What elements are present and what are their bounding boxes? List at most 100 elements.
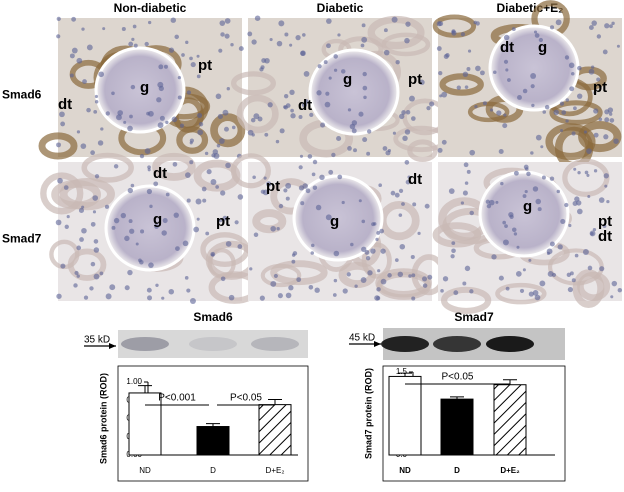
region-label: pt bbox=[216, 213, 230, 230]
nucleus bbox=[128, 219, 133, 224]
error-bar bbox=[206, 423, 220, 427]
nucleus bbox=[326, 43, 331, 49]
nucleus bbox=[611, 280, 618, 287]
nucleus bbox=[105, 111, 110, 116]
nucleus bbox=[117, 110, 124, 116]
nucleus bbox=[302, 33, 306, 37]
blot-band bbox=[189, 337, 237, 351]
nucleus bbox=[411, 296, 416, 301]
nucleus bbox=[438, 21, 444, 27]
blot-band bbox=[121, 337, 169, 351]
nucleus bbox=[571, 131, 576, 136]
nucleus bbox=[546, 251, 550, 256]
nucleus bbox=[238, 46, 244, 52]
nucleus bbox=[577, 170, 581, 175]
nucleus bbox=[531, 103, 535, 108]
nucleus bbox=[467, 49, 472, 53]
region-label: g bbox=[343, 71, 352, 88]
nucleus bbox=[576, 208, 583, 215]
nucleus bbox=[197, 129, 204, 136]
nucleus bbox=[174, 34, 179, 40]
nucleus bbox=[502, 220, 506, 225]
nucleus bbox=[399, 113, 405, 120]
nucleus bbox=[383, 49, 390, 56]
nucleus bbox=[253, 232, 259, 238]
nucleus bbox=[123, 120, 127, 124]
glomerulus bbox=[104, 184, 196, 272]
nucleus bbox=[168, 47, 175, 53]
nucleus bbox=[220, 32, 225, 37]
nucleus bbox=[317, 64, 322, 69]
nucleus bbox=[591, 20, 597, 26]
significance-label: P<0.05 bbox=[442, 372, 474, 383]
nucleus bbox=[104, 204, 110, 209]
nucleus bbox=[404, 37, 410, 44]
nucleus bbox=[216, 143, 221, 148]
nucleus bbox=[324, 101, 331, 108]
nucleus bbox=[309, 112, 314, 118]
nucleus bbox=[328, 76, 332, 80]
y-axis-label: Smad6 protein (ROD) bbox=[98, 373, 108, 464]
nucleus bbox=[361, 246, 367, 252]
error-bar bbox=[398, 372, 412, 377]
x-tick-label: ND bbox=[399, 466, 411, 475]
nucleus bbox=[226, 87, 230, 91]
nucleus bbox=[336, 135, 342, 142]
bar bbox=[440, 398, 474, 456]
tubule bbox=[236, 94, 279, 134]
row-label: Smad6 bbox=[2, 88, 42, 102]
nucleus bbox=[195, 198, 202, 205]
nucleus bbox=[366, 151, 371, 156]
nucleus bbox=[439, 94, 443, 98]
nucleus bbox=[93, 239, 99, 244]
nucleus bbox=[251, 39, 257, 45]
nucleus bbox=[503, 59, 509, 64]
nucleus bbox=[392, 131, 396, 135]
nucleus bbox=[395, 60, 400, 65]
nucleus bbox=[450, 254, 455, 259]
tubule bbox=[549, 100, 603, 125]
nucleus bbox=[237, 194, 244, 200]
nucleus bbox=[149, 204, 153, 209]
nucleus bbox=[131, 37, 135, 41]
nucleus bbox=[312, 185, 318, 190]
nucleus bbox=[604, 117, 610, 123]
nucleus bbox=[211, 253, 215, 257]
nucleus bbox=[219, 20, 226, 26]
nucleus bbox=[288, 285, 294, 291]
nucleus bbox=[337, 174, 343, 180]
nucleus bbox=[593, 169, 598, 173]
nucleus bbox=[94, 100, 99, 104]
nucleus bbox=[377, 269, 381, 273]
nucleus bbox=[524, 167, 529, 171]
x-tick-label: ND bbox=[139, 466, 151, 475]
nucleus bbox=[346, 272, 351, 277]
nucleus bbox=[534, 294, 541, 301]
nucleus bbox=[375, 237, 379, 241]
nucleus bbox=[411, 273, 416, 278]
region-label: g bbox=[330, 213, 339, 230]
nucleus bbox=[538, 37, 543, 43]
micrograph: g pt dt bbox=[231, 15, 449, 163]
nucleus bbox=[120, 212, 127, 219]
nucleus bbox=[503, 113, 507, 117]
nucleus bbox=[56, 16, 61, 21]
nucleus bbox=[462, 281, 467, 286]
nucleus bbox=[314, 287, 320, 293]
nucleus bbox=[147, 165, 151, 170]
blot-size-label: 35 kD bbox=[84, 335, 110, 346]
blot-band bbox=[433, 336, 481, 352]
nucleus bbox=[179, 123, 185, 128]
nucleus bbox=[59, 111, 65, 118]
nucleus bbox=[275, 139, 280, 144]
nucleus bbox=[158, 64, 164, 70]
nucleus bbox=[165, 120, 169, 125]
nucleus bbox=[197, 112, 203, 118]
nucleus bbox=[333, 68, 338, 72]
nucleus bbox=[535, 198, 541, 205]
nucleus bbox=[124, 285, 130, 291]
nucleus bbox=[299, 154, 304, 158]
nucleus bbox=[155, 283, 159, 288]
nucleus bbox=[561, 110, 567, 115]
nucleus bbox=[556, 189, 561, 194]
